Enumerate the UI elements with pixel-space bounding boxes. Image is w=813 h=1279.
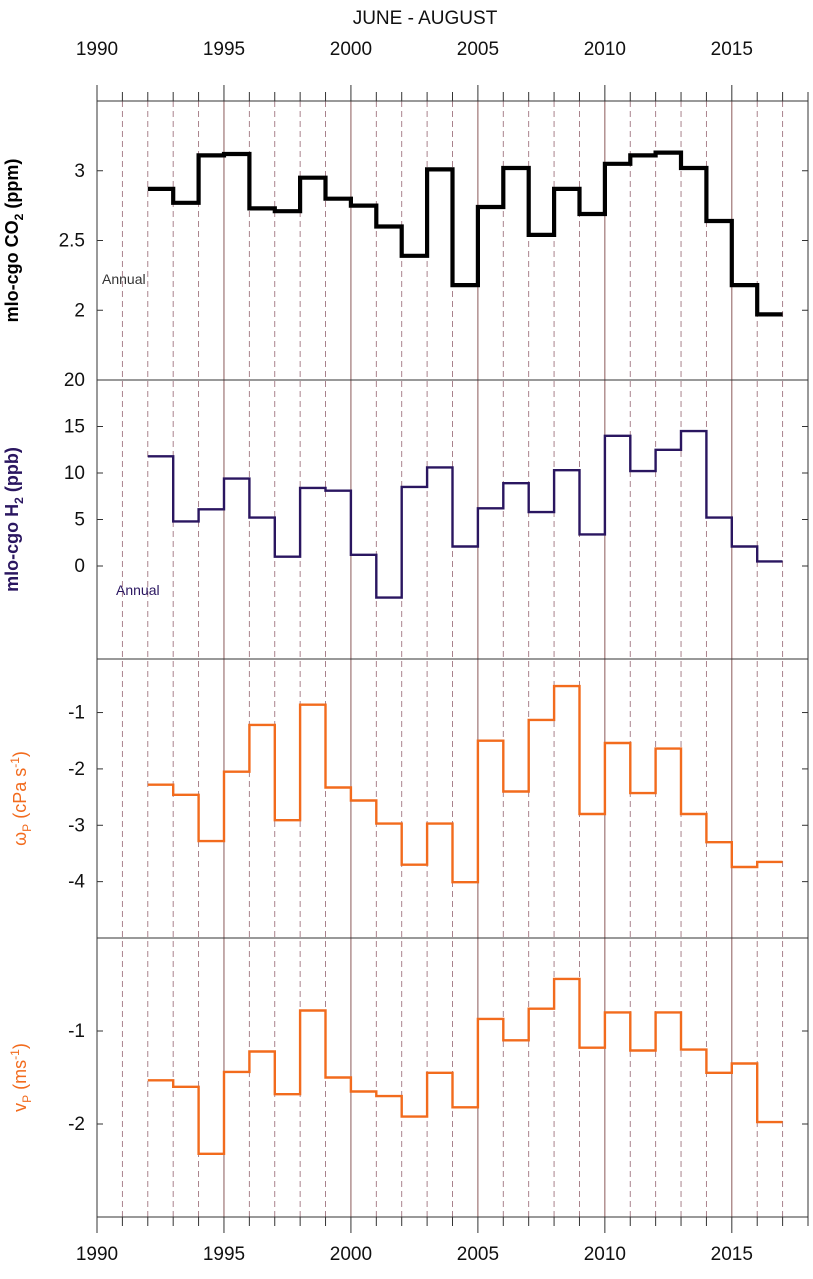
- annotation-label: Annual: [102, 271, 146, 287]
- series-step-line: [147, 429, 783, 599]
- y-tick-label: 0: [74, 556, 85, 577]
- y-tick-label: 10: [64, 463, 85, 484]
- y-tick-label: -2: [68, 759, 85, 780]
- y-tick-label: -1: [68, 703, 85, 724]
- y-tick-label: -1: [68, 1021, 85, 1042]
- bottom-x-tick-label: 2005: [457, 1244, 499, 1265]
- y-tick-label: 2.5: [59, 231, 85, 252]
- bottom-x-tick-label: 2000: [330, 1244, 372, 1265]
- top-x-tick-label: 2015: [711, 39, 753, 60]
- y-tick-label: -3: [68, 815, 85, 836]
- y-tick-label: 15: [64, 417, 85, 438]
- y-axis-label: mlo-cgo CO2 (ppm): [2, 159, 26, 323]
- series-step-line: [147, 977, 783, 1155]
- series-step-line: [147, 684, 783, 884]
- annotation-label: Annual: [116, 582, 160, 598]
- y-axis-label: vP (ms-1): [8, 1043, 34, 1112]
- top-x-tick-label: 2000: [330, 39, 372, 60]
- bottom-x-tick-label: 1995: [203, 1244, 245, 1265]
- series-layer: [147, 150, 783, 1155]
- bottom-x-tick-label: 1990: [76, 1244, 118, 1265]
- y-tick-label: -2: [68, 1114, 85, 1135]
- y-tick-label: 3: [74, 161, 85, 182]
- y-axis-label: mlo-cgo H2 (ppb): [2, 447, 26, 592]
- chart-title: JUNE - AUGUST: [353, 8, 498, 29]
- bottom-x-tick-label: 2010: [584, 1244, 626, 1265]
- series-step-line: [147, 150, 783, 317]
- top-x-tick-label: 1990: [76, 39, 118, 60]
- bottom-x-tick-label: 2015: [711, 1244, 753, 1265]
- label-layer: Annual mlo-cgo CO2 (ppm) Annual mlo-cgo H2 …: [2, 159, 160, 1112]
- top-x-tick-label: 2010: [584, 39, 626, 60]
- y-tick-label: 20: [64, 370, 85, 391]
- y-axis-label: ωP (cPa s-1): [8, 751, 34, 846]
- top-x-tick-label: 2005: [457, 39, 499, 60]
- y-tick-label: 5: [74, 510, 85, 531]
- y-tick-label: -4: [68, 872, 85, 893]
- top-x-tick-label: 1995: [203, 39, 245, 60]
- y-tick-label: 2: [74, 300, 85, 321]
